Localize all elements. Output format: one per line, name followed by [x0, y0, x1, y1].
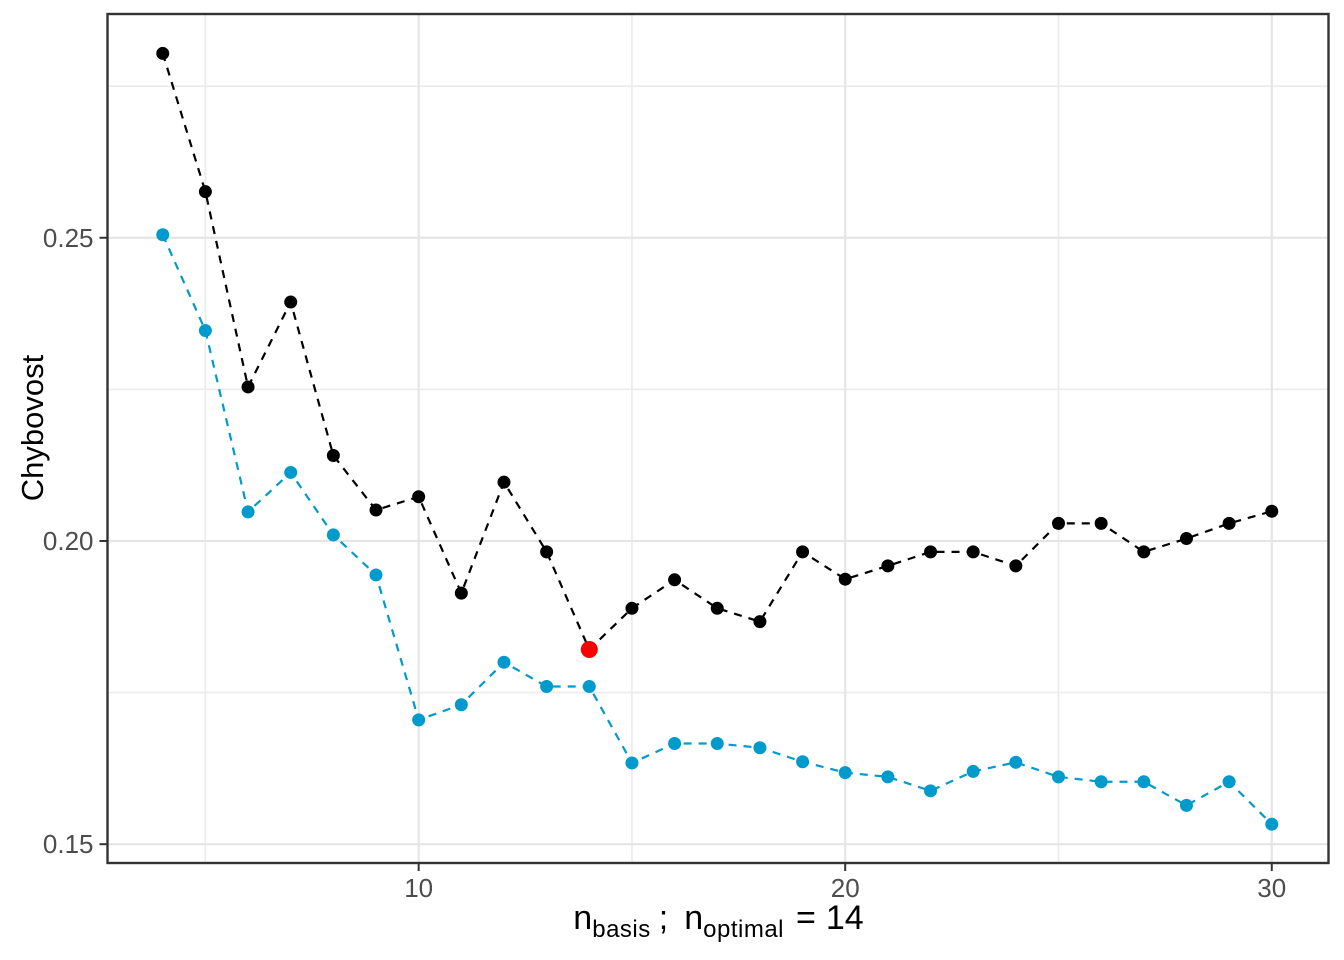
- data-point-blue-series: [582, 680, 596, 694]
- optimal-point: [580, 641, 598, 659]
- data-point-blue-series: [1265, 817, 1279, 831]
- data-point-blue-series: [326, 528, 340, 542]
- data-point-blue-series: [753, 741, 767, 755]
- x-axis-tick-label: 30: [1257, 873, 1286, 903]
- data-point-black-series: [966, 545, 980, 559]
- data-point-black-series: [540, 545, 554, 559]
- data-point-black-series: [1265, 504, 1279, 518]
- data-point-blue-series: [881, 770, 895, 784]
- data-point-black-series: [924, 545, 938, 559]
- series-line-blue-series: [161, 234, 1273, 825]
- data-point-blue-series: [497, 655, 511, 669]
- data-point-blue-series: [838, 766, 852, 780]
- data-point-black-series: [497, 475, 511, 489]
- x-title-var2-base: n: [684, 899, 704, 937]
- x-axis-tick-label: 10: [404, 873, 433, 903]
- x-title-var1-base: n: [573, 899, 593, 937]
- data-point-black-series: [156, 46, 170, 60]
- y-axis-tick-label: 0.15: [43, 829, 94, 859]
- data-point-blue-series: [1009, 755, 1023, 769]
- data-point-blue-series: [540, 680, 554, 694]
- data-point-black-series: [668, 573, 682, 587]
- data-point-blue-series: [412, 713, 426, 727]
- data-point-blue-series: [1179, 798, 1193, 812]
- data-point-black-series: [1009, 559, 1023, 573]
- data-point-blue-series: [1094, 775, 1108, 789]
- data-point-black-series: [326, 448, 340, 462]
- data-point-black-series: [796, 545, 810, 559]
- data-point-black-series: [1222, 516, 1236, 530]
- x-title-separator: ;: [658, 899, 669, 937]
- data-point-blue-series: [924, 784, 938, 798]
- data-point-black-series: [753, 615, 767, 629]
- y-axis-title: Chybovost: [15, 354, 50, 502]
- data-point-black-series: [1094, 516, 1108, 530]
- data-point-black-series: [284, 295, 298, 309]
- data-point-black-series: [838, 572, 852, 586]
- y-axis-tick-label: 0.25: [43, 223, 94, 253]
- x-title-term-basis: nbasis: [573, 899, 650, 943]
- data-point-black-series: [198, 185, 212, 199]
- x-axis-tick-label: 20: [831, 873, 860, 903]
- data-point-blue-series: [1137, 775, 1151, 789]
- x-title-term-optimal: noptimal: [684, 899, 784, 943]
- x-title-var2-subscript: optimal: [703, 916, 784, 943]
- data-point-blue-series: [369, 568, 383, 582]
- x-title-optimal-value: 14: [825, 899, 864, 937]
- data-point-black-series: [1137, 545, 1151, 559]
- data-point-black-series: [1179, 532, 1193, 546]
- data-point-black-series: [625, 601, 639, 615]
- panel-border: [106, 12, 1330, 865]
- data-point-black-series: [881, 559, 895, 573]
- data-point-black-series: [412, 490, 426, 504]
- x-title-var1-subscript: basis: [592, 916, 651, 943]
- data-point-blue-series: [156, 228, 170, 242]
- data-point-blue-series: [284, 465, 298, 479]
- data-point-blue-series: [966, 764, 980, 778]
- data-point-black-series: [1051, 516, 1065, 530]
- data-point-blue-series: [710, 737, 724, 751]
- x-axis-title: nbasis; noptimal = 14: [108, 899, 1329, 944]
- data-point-blue-series: [668, 737, 682, 751]
- series-line-black-series: [161, 53, 1273, 652]
- data-point-blue-series: [454, 698, 468, 712]
- data-point-black-series: [241, 380, 255, 394]
- data-point-black-series: [369, 503, 383, 517]
- data-point-black-series: [710, 601, 724, 615]
- y-axis-tick-label: 0.20: [43, 526, 94, 556]
- data-point-blue-series: [1222, 775, 1236, 789]
- x-title-equals-sign: =: [796, 899, 816, 937]
- data-point-blue-series: [625, 756, 639, 770]
- data-point-black-series: [454, 586, 468, 600]
- data-point-blue-series: [198, 324, 212, 338]
- data-point-blue-series: [241, 505, 255, 519]
- data-point-blue-series: [796, 755, 810, 769]
- data-point-blue-series: [1051, 770, 1065, 784]
